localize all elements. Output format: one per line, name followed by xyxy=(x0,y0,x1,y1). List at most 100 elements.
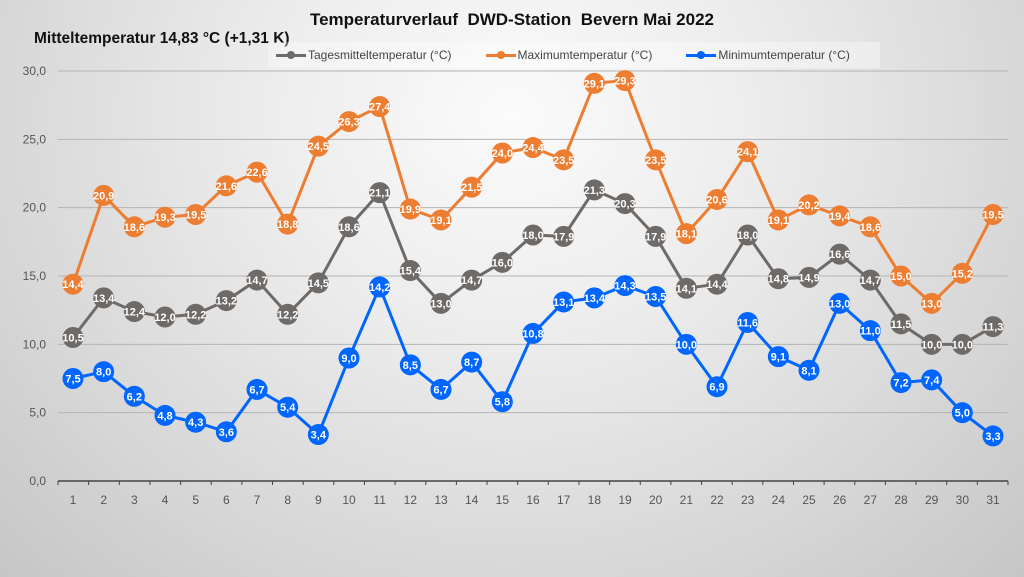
x-tick-label: 7 xyxy=(254,493,261,507)
data-point-min xyxy=(706,376,728,398)
x-tick-label: 15 xyxy=(496,493,510,507)
legend-item-max[interactable]: Maximumtemperatur (°C) xyxy=(485,48,652,62)
y-tick-label: 0,0 xyxy=(29,474,46,488)
data-point-mean xyxy=(430,292,452,314)
data-label-mean: 10,0 xyxy=(952,339,973,351)
data-label-max: 24,4 xyxy=(522,143,544,155)
data-label-mean: 21,3 xyxy=(584,185,605,197)
legend-item-min[interactable]: Minimumtemperatur (°C) xyxy=(686,48,850,62)
data-label-mean: 17,9 xyxy=(553,231,574,243)
data-label-mean: 12,4 xyxy=(124,307,146,319)
data-point-mean xyxy=(185,303,207,325)
data-label-max: 23,5 xyxy=(553,155,574,167)
x-tick-label: 13 xyxy=(434,493,448,507)
data-label-mean: 12,2 xyxy=(277,309,298,321)
data-point-max xyxy=(921,292,943,314)
data-point-max xyxy=(399,198,421,220)
data-label-min: 5,0 xyxy=(955,408,970,420)
data-point-mean xyxy=(675,277,697,299)
data-point-mean xyxy=(246,269,268,291)
data-point-max xyxy=(338,111,360,133)
data-point-max xyxy=(307,135,329,157)
data-point-max xyxy=(890,265,912,287)
x-tick-label: 31 xyxy=(986,493,1000,507)
data-point-mean xyxy=(951,333,973,355)
data-point-max xyxy=(246,161,268,183)
data-label-max: 19,4 xyxy=(829,211,851,223)
data-point-min xyxy=(583,287,605,309)
data-point-mean xyxy=(737,224,759,246)
data-point-max xyxy=(522,137,544,159)
data-label-min: 3,3 xyxy=(985,431,1000,443)
data-label-min: 8,1 xyxy=(801,365,816,377)
x-tick-label: 11 xyxy=(373,493,386,507)
data-label-mean: 14,8 xyxy=(768,274,789,286)
data-label-min: 7,4 xyxy=(924,375,940,387)
data-label-mean: 14,7 xyxy=(860,275,881,287)
x-tick-label: 28 xyxy=(894,493,908,507)
data-point-mean xyxy=(338,216,360,238)
data-point-max xyxy=(737,141,759,163)
data-point-mean xyxy=(461,269,483,291)
data-label-mean: 10,5 xyxy=(62,333,83,345)
x-tick-label: 19 xyxy=(618,493,632,507)
data-label-max: 29,1 xyxy=(584,78,605,90)
x-tick-label: 24 xyxy=(772,493,786,507)
legend-marker-max-icon xyxy=(485,50,516,60)
data-label-mean: 13,0 xyxy=(430,298,451,310)
data-label-min: 9,1 xyxy=(771,352,786,364)
data-point-mean xyxy=(123,301,145,323)
data-label-max: 21,6 xyxy=(216,181,237,193)
data-label-mean: 20,3 xyxy=(614,199,635,211)
data-label-min: 14,3 xyxy=(614,281,635,293)
data-label-min: 6,7 xyxy=(433,384,448,396)
x-tick-label: 9 xyxy=(315,493,322,507)
data-point-mean xyxy=(369,182,391,204)
data-label-max: 15,2 xyxy=(952,268,973,280)
data-label-mean: 14,1 xyxy=(676,283,697,295)
data-point-mean xyxy=(982,316,1004,338)
data-point-max xyxy=(675,223,697,245)
data-point-mean xyxy=(491,251,513,273)
data-point-max xyxy=(645,149,667,171)
data-point-min xyxy=(982,425,1004,447)
data-point-min xyxy=(614,275,636,297)
x-tick-label: 29 xyxy=(925,493,939,507)
data-label-mean: 15,4 xyxy=(400,266,422,278)
data-label-min: 11,0 xyxy=(860,326,881,338)
data-label-mean: 14,4 xyxy=(706,279,728,291)
data-point-min xyxy=(123,385,145,407)
data-point-mean xyxy=(553,225,575,247)
data-point-mean xyxy=(154,306,176,328)
data-label-mean: 11,5 xyxy=(891,319,912,331)
data-point-min xyxy=(951,402,973,424)
data-point-max xyxy=(154,206,176,228)
data-label-mean: 14,7 xyxy=(461,275,482,287)
legend-item-mean[interactable]: Tagesmitteltemperatur (°C) xyxy=(276,48,452,62)
data-label-min: 13,4 xyxy=(584,293,606,305)
data-label-mean: 13,2 xyxy=(216,296,237,308)
data-label-mean: 13,4 xyxy=(93,293,115,305)
data-label-min: 10,0 xyxy=(676,339,697,351)
x-tick-label: 16 xyxy=(526,493,540,507)
data-label-min: 8,7 xyxy=(464,357,479,369)
data-point-mean xyxy=(399,260,421,282)
y-tick-label: 10,0 xyxy=(23,337,47,351)
data-point-max xyxy=(951,262,973,284)
data-point-max xyxy=(123,216,145,238)
data-label-min: 3,4 xyxy=(311,430,327,442)
data-point-max xyxy=(277,213,299,235)
data-point-min xyxy=(461,351,483,373)
x-tick-label: 12 xyxy=(404,493,418,507)
data-point-max xyxy=(767,209,789,231)
y-tick-label: 15,0 xyxy=(23,269,47,283)
data-label-max: 21,5 xyxy=(461,182,482,194)
data-label-max: 19,1 xyxy=(430,215,451,227)
data-label-mean: 18,0 xyxy=(737,230,758,242)
data-label-max: 26,3 xyxy=(338,117,359,129)
data-point-min xyxy=(553,291,575,313)
data-point-max xyxy=(614,70,636,92)
x-tick-label: 25 xyxy=(802,493,816,507)
data-point-min xyxy=(399,354,421,376)
data-point-max xyxy=(430,209,452,231)
